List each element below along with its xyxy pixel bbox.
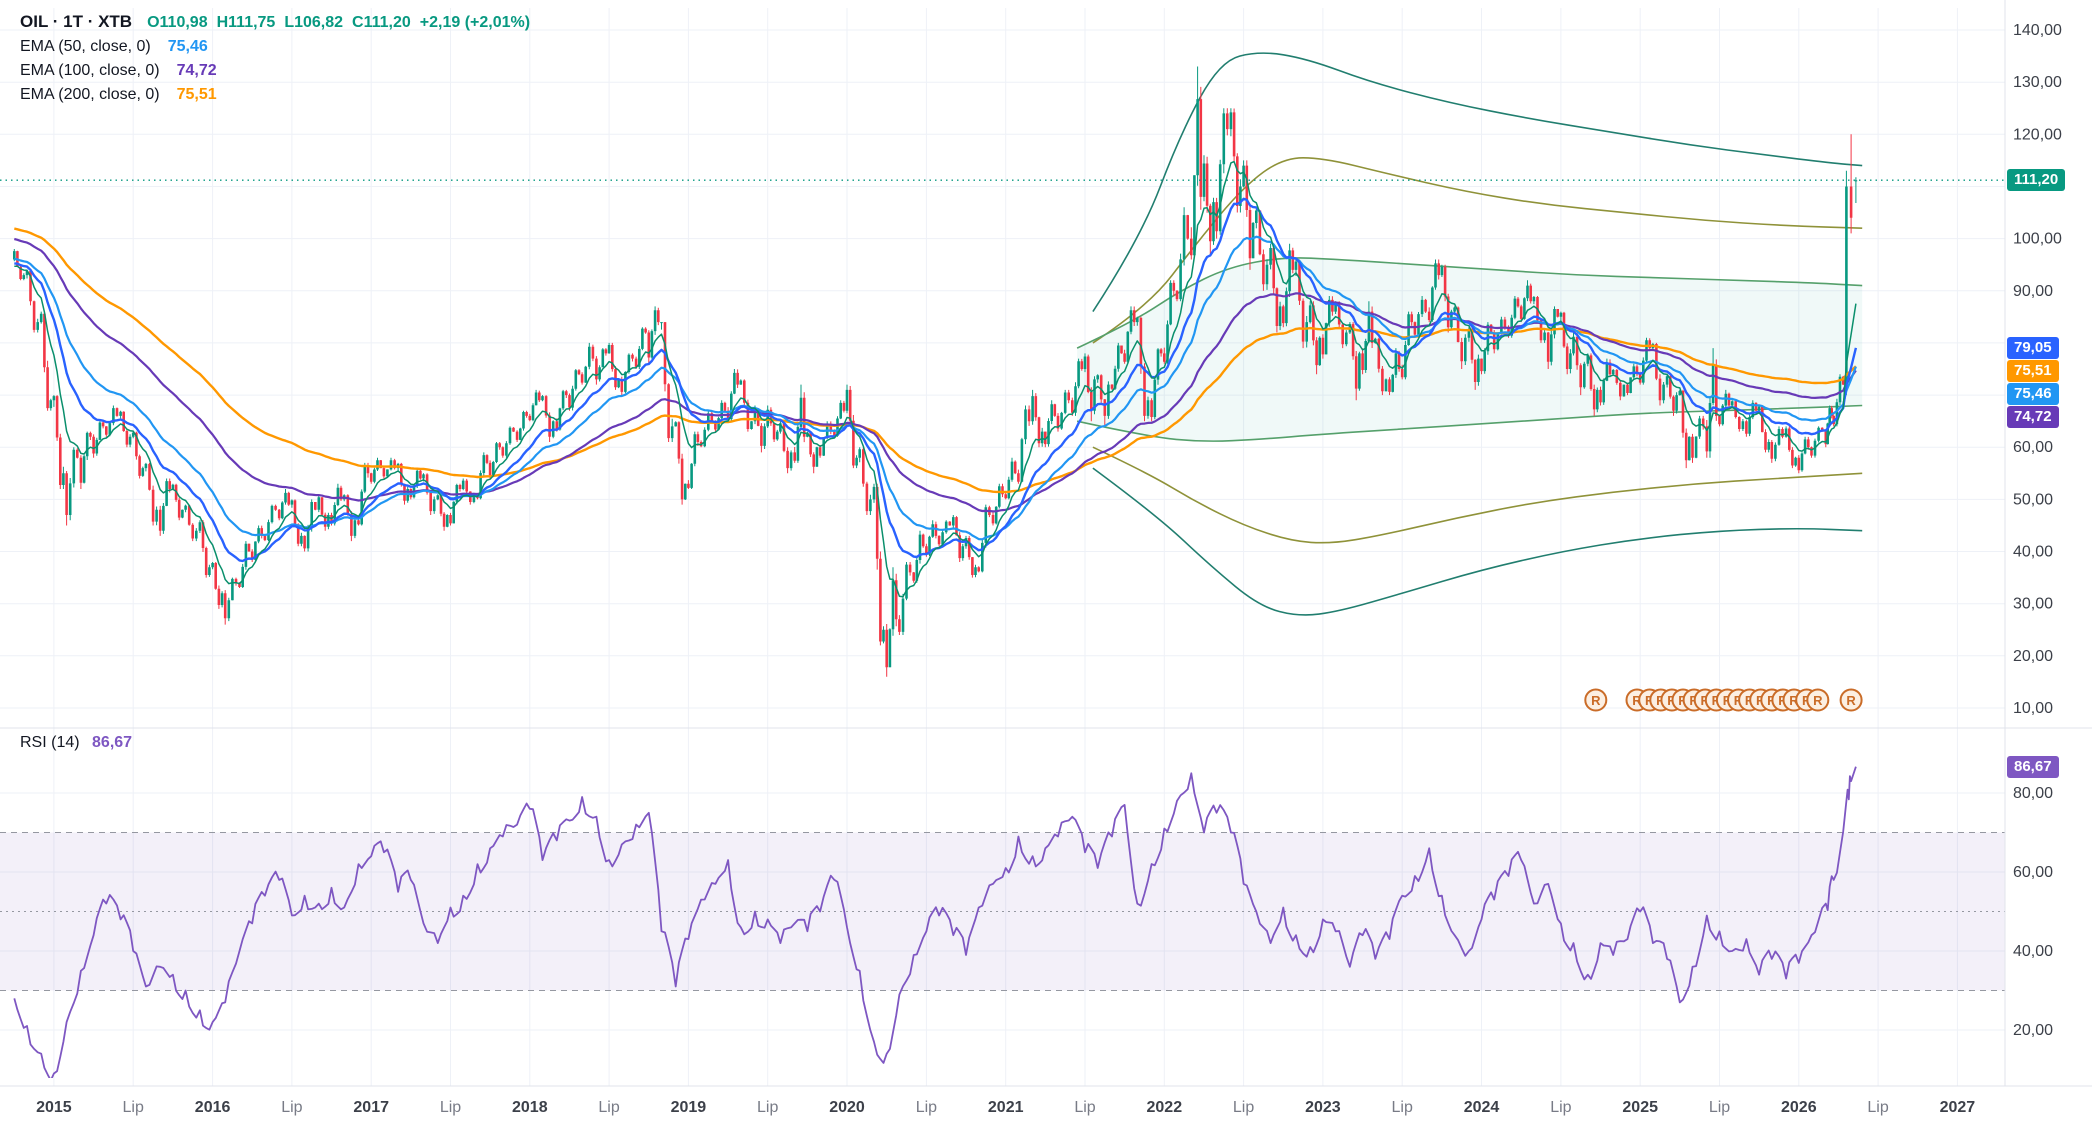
- svg-text:Lip: Lip: [1550, 1099, 1571, 1116]
- price-axis-badge: 111,20: [2007, 169, 2066, 191]
- rollover-marker-icon[interactable]: [1806, 688, 1830, 712]
- indicator-legend-ema200[interactable]: EMA (200, close, 0) 75,51: [20, 86, 217, 103]
- svg-text:2022: 2022: [1147, 1099, 1183, 1116]
- rollover-marker-icon[interactable]: [1584, 688, 1608, 712]
- price-axis-badge: 75,46: [2007, 383, 2059, 405]
- rsi-axis-badge: 86,67: [2007, 756, 2059, 778]
- price-axis-badge: 75,51: [2007, 360, 2059, 382]
- svg-text:Lip: Lip: [598, 1099, 619, 1116]
- ohlc-open: O 110,98: [147, 14, 208, 31]
- rollover-marker-letter: R: [1789, 693, 1799, 708]
- teal-upper-line: [1092, 52, 1863, 313]
- svg-text:100,00: 100,00: [2013, 231, 2062, 248]
- rollover-marker-icon[interactable]: [1839, 688, 1863, 712]
- svg-text:Lip: Lip: [1867, 1099, 1888, 1116]
- svg-text:2015: 2015: [36, 1099, 72, 1116]
- svg-text:60,00: 60,00: [2013, 864, 2053, 881]
- symbol-legend-row[interactable]: OIL · 1T · XTB O 110,98 H 111,75 L 106,82 C…: [20, 12, 530, 32]
- price-axis-badge: 74,72: [2007, 406, 2059, 428]
- price-axis-badge: 79,05: [2007, 337, 2059, 359]
- svg-text:Lip: Lip: [440, 1099, 461, 1116]
- svg-text:2024: 2024: [1464, 1099, 1500, 1116]
- symbol-title[interactable]: OIL · 1T · XTB: [20, 12, 133, 31]
- price-axis[interactable]: 140,00 130,00 120,00 100,00 90,00 60,00 50,00 4…: [2013, 22, 2062, 1039]
- svg-text:60,00: 60,00: [2013, 439, 2053, 456]
- svg-text:2016: 2016: [195, 1099, 231, 1116]
- svg-text:Lip: Lip: [1233, 1099, 1254, 1116]
- svg-text:90,00: 90,00: [2013, 283, 2053, 300]
- rsi-line: [13, 766, 1857, 1078]
- price-pane: [0, 52, 2005, 677]
- rollover-marker-letter: R: [1632, 693, 1642, 708]
- svg-text:Lip: Lip: [123, 1099, 144, 1116]
- rollover-marker-letter: R: [1591, 693, 1601, 708]
- svg-text:Lip: Lip: [1074, 1099, 1095, 1116]
- svg-text:10,00: 10,00: [2013, 700, 2053, 717]
- olive-upper-line: [1092, 156, 1863, 344]
- svg-text:Lip: Lip: [1709, 1099, 1730, 1116]
- indicator-legend-ema100[interactable]: EMA (100, close, 0) 74,72: [20, 62, 217, 79]
- svg-text:2018: 2018: [512, 1099, 548, 1116]
- svg-text:30,00: 30,00: [2013, 596, 2053, 613]
- olive-lower-line: [1092, 446, 1863, 544]
- envelope-fill: [1077, 257, 1863, 442]
- svg-text:2023: 2023: [1305, 1099, 1341, 1116]
- svg-text:2020: 2020: [829, 1099, 865, 1116]
- svg-text:40,00: 40,00: [2013, 943, 2053, 960]
- svg-text:120,00: 120,00: [2013, 126, 2062, 143]
- change-value: +2,19 (+2,01%): [419, 14, 531, 31]
- rollover-marker-letter: R: [1813, 693, 1823, 708]
- ohlc-low: L 106,82: [284, 14, 344, 31]
- svg-text:20,00: 20,00: [2013, 648, 2053, 665]
- price-pane-legend: OIL · 1T · XTB O 110,98 H 111,75 L 106,82 C…: [20, 12, 530, 110]
- svg-text:2019: 2019: [671, 1099, 707, 1116]
- svg-text:Lip: Lip: [281, 1099, 302, 1116]
- time-axis[interactable]: 2015 Lip 2016 Lip 2017 Lip 2018 Lip 2019 Lip 2020 L…: [36, 1099, 1975, 1116]
- svg-text:2025: 2025: [1622, 1099, 1658, 1116]
- rsi-pane: [0, 766, 2005, 1078]
- svg-text:Lip: Lip: [757, 1099, 778, 1116]
- rollover-markers[interactable]: RRRRRRRRRRRRRRRRRRR: [1584, 688, 1863, 712]
- ema200-line: [14, 227, 1857, 494]
- svg-text:20,00: 20,00: [2013, 1022, 2053, 1039]
- svg-text:2026: 2026: [1781, 1099, 1817, 1116]
- svg-text:40,00: 40,00: [2013, 544, 2053, 561]
- svg-text:50,00: 50,00: [2013, 491, 2053, 508]
- candles-layer: [13, 66, 1858, 677]
- teal-lower-line: [1092, 467, 1863, 616]
- svg-text:130,00: 130,00: [2013, 74, 2062, 91]
- grid-layer: [0, 8, 2005, 1086]
- svg-text:80,00: 80,00: [2013, 785, 2053, 802]
- short-ema-line: [14, 160, 1857, 598]
- ohlc-high: H 111,75: [216, 14, 276, 31]
- svg-text:2027: 2027: [1940, 1099, 1976, 1116]
- ohlc-close: C 111,20: [352, 14, 411, 31]
- svg-text:2017: 2017: [353, 1099, 389, 1116]
- indicator-legend-ema50[interactable]: EMA (50, close, 0) 75,46: [20, 38, 208, 55]
- svg-text:140,00: 140,00: [2013, 22, 2062, 39]
- rsi-legend-row[interactable]: RSI (14) 86,67: [20, 734, 133, 751]
- svg-text:Lip: Lip: [1392, 1099, 1413, 1116]
- svg-text:Lip: Lip: [916, 1099, 937, 1116]
- svg-text:2021: 2021: [988, 1099, 1024, 1116]
- rollover-marker-letter: R: [1846, 693, 1856, 708]
